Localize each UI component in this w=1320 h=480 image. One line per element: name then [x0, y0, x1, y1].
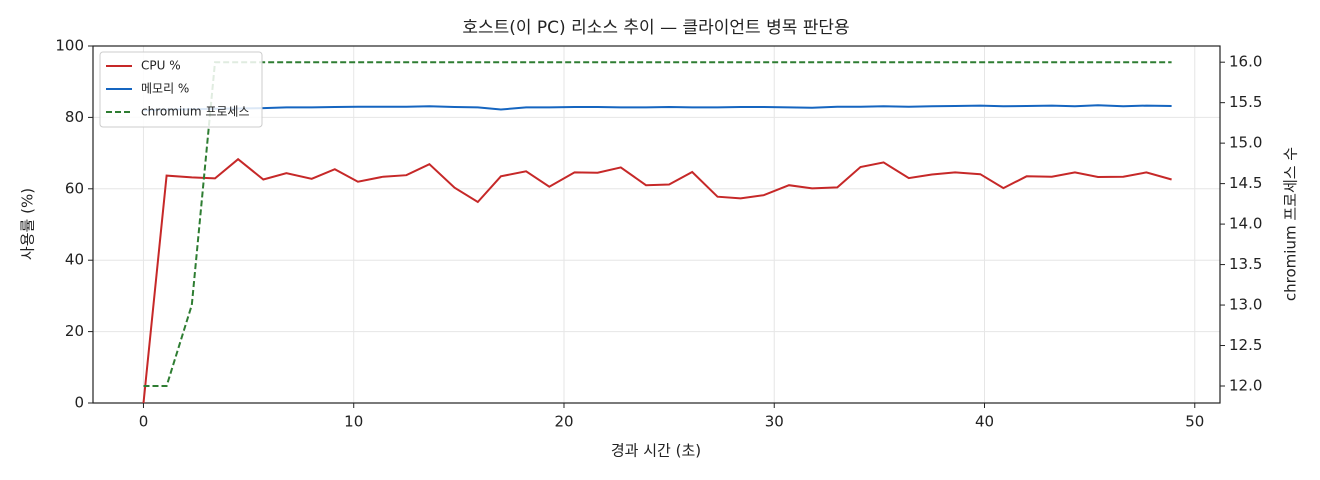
legend: CPU % 메모리 % chromium 프로세스 [99, 51, 263, 128]
y-axis-label: 사용률 (%) [19, 188, 37, 260]
legend-label: CPU % [141, 59, 181, 73]
series-line [143, 104, 1172, 112]
legend-box [99, 51, 263, 128]
chart-title: 호스트(이 PC) 리소스 추이 — 클라이언트 병목 판단용 [462, 18, 849, 38]
x-tick-label: 50 [1185, 413, 1204, 431]
x-tick-label: 10 [344, 413, 363, 431]
y2-tick-label: 13.5 [1229, 255, 1262, 273]
series-line [142, 157, 1172, 404]
y2-tick-label: 14.5 [1229, 174, 1262, 192]
y-tick-label: 80 [65, 108, 84, 126]
x-tick-label: 20 [554, 413, 573, 431]
y-tick-label: 20 [65, 322, 84, 340]
y-tick-label: 60 [65, 179, 84, 197]
y-tick-label: 40 [65, 251, 84, 269]
plot-frame [92, 45, 1221, 404]
x-tick-label: 30 [765, 413, 784, 431]
y-tick-label: 100 [55, 37, 84, 55]
y2-tick-label: 16.0 [1229, 53, 1262, 71]
legend-label: 메모리 % [141, 82, 189, 96]
x-tick-label: 0 [139, 413, 149, 431]
y2-tick-label: 15.5 [1229, 93, 1262, 111]
y2-tick-label: 13.0 [1229, 296, 1262, 314]
x-tick-label: 40 [975, 413, 994, 431]
legend-label: chromium 프로세스 [141, 105, 250, 119]
y2-tick-label: 12.5 [1229, 336, 1262, 354]
series-line [143, 61, 1172, 387]
y2-tick-label: 14.0 [1229, 215, 1262, 233]
y-tick-label: 0 [74, 394, 84, 412]
x-axis-label: 경과 시간 (초) [611, 442, 701, 460]
y2-axis-label: chromium 프로세스 수 [1282, 147, 1300, 301]
y2-tick-label: 12.0 [1229, 377, 1262, 395]
y2-tick-label: 15.0 [1229, 134, 1262, 152]
